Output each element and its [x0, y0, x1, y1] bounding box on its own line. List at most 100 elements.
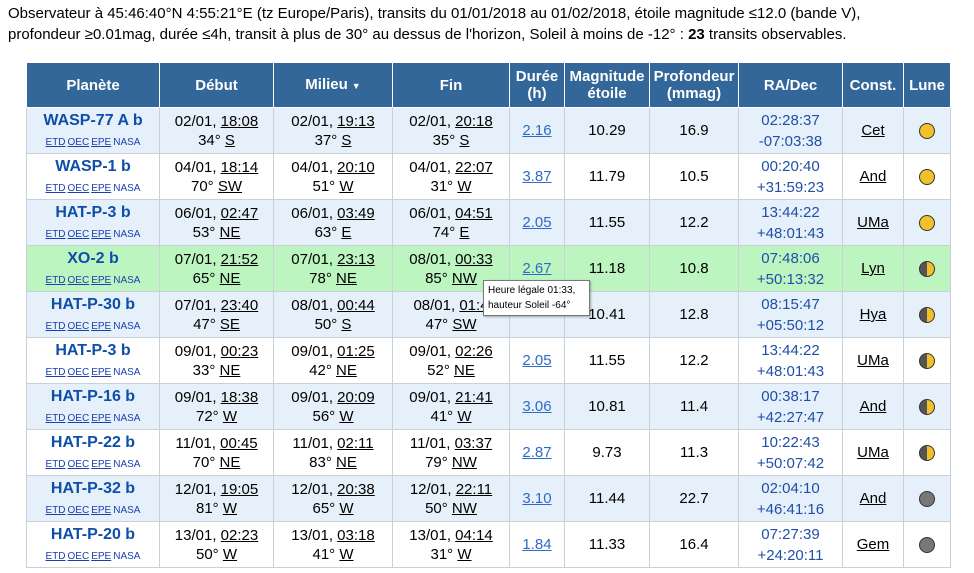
planet-name[interactable]: HAT-P-30 b — [50, 296, 136, 313]
col-start[interactable]: Début — [159, 62, 274, 108]
planet-name[interactable]: HAT-P-22 b — [50, 434, 136, 451]
moon-phase-icon[interactable] — [919, 537, 935, 554]
planet-name[interactable]: HAT-P-32 b — [50, 480, 136, 497]
link-oec[interactable]: OEC — [67, 275, 90, 286]
col-magnitude[interactable]: Magnitude étoile — [564, 62, 650, 108]
constellation-link[interactable]: Hya — [859, 306, 887, 323]
start-azimuth[interactable]: W — [222, 499, 238, 517]
duration-link[interactable]: 3.06 — [522, 398, 552, 415]
end-azimuth[interactable]: SW — [452, 315, 477, 333]
link-epe[interactable]: EPE — [91, 367, 112, 378]
link-nasa[interactable]: NASA — [113, 183, 141, 194]
link-nasa[interactable]: NASA — [113, 229, 141, 240]
link-oec[interactable]: OEC — [67, 459, 90, 470]
link-oec[interactable]: OEC — [67, 321, 90, 332]
constellation-link[interactable]: And — [859, 168, 887, 185]
link-oec[interactable]: OEC — [67, 551, 90, 562]
moon-phase-icon[interactable] — [919, 491, 935, 508]
link-etd[interactable]: ETD — [45, 275, 66, 286]
link-nasa[interactable]: NASA — [113, 275, 141, 286]
link-etd[interactable]: ETD — [45, 229, 66, 240]
link-epe[interactable]: EPE — [91, 551, 112, 562]
start-azimuth[interactable]: W — [222, 407, 238, 425]
link-etd[interactable]: ETD — [45, 183, 66, 194]
moon-phase-icon[interactable] — [919, 399, 935, 416]
end-time[interactable]: 03:37 — [454, 434, 493, 452]
moon-phase-icon[interactable] — [919, 169, 935, 186]
start-time[interactable]: 18:38 — [220, 388, 259, 406]
duration-link[interactable]: 2.05 — [522, 352, 552, 369]
duration-link[interactable]: 2.16 — [522, 122, 552, 139]
link-oec[interactable]: OEC — [67, 137, 90, 148]
mid-time[interactable]: 02:11 — [337, 434, 374, 452]
start-azimuth[interactable]: NE — [219, 453, 241, 471]
duration-link[interactable]: 2.05 — [522, 214, 552, 231]
start-time[interactable]: 02:23 — [220, 526, 259, 544]
mid-azimuth[interactable]: W — [339, 407, 354, 425]
link-epe[interactable]: EPE — [91, 321, 112, 332]
link-etd[interactable]: ETD — [45, 321, 66, 332]
col-planet[interactable]: Planète — [26, 62, 160, 108]
link-nasa[interactable]: NASA — [113, 505, 141, 516]
end-azimuth[interactable]: NW — [451, 269, 477, 287]
planet-name[interactable]: HAT-P-20 b — [50, 526, 136, 543]
link-etd[interactable]: ETD — [45, 551, 66, 562]
constellation-link[interactable]: And — [859, 398, 887, 415]
end-time[interactable]: 01:4 — [459, 296, 489, 314]
end-azimuth[interactable]: E — [459, 223, 470, 241]
mid-time[interactable]: 03:18 — [337, 526, 375, 544]
mid-time[interactable]: 00:44 — [337, 296, 375, 314]
constellation-link[interactable]: Lyn — [861, 260, 885, 277]
start-time[interactable]: 00:45 — [220, 434, 258, 452]
start-azimuth[interactable]: NE — [219, 361, 241, 379]
mid-azimuth[interactable]: W — [339, 499, 354, 517]
link-oec[interactable]: OEC — [67, 229, 90, 240]
constellation-link[interactable]: Gem — [856, 536, 890, 553]
mid-time[interactable]: 03:49 — [337, 204, 375, 222]
link-nasa[interactable]: NASA — [113, 137, 141, 148]
col-depth[interactable]: Profondeur (mmag) — [649, 62, 739, 108]
link-nasa[interactable]: NASA — [113, 413, 141, 424]
mid-time[interactable]: 20:09 — [337, 388, 375, 406]
link-epe[interactable]: EPE — [91, 413, 112, 424]
constellation-link[interactable]: UMa — [857, 352, 889, 369]
duration-link[interactable]: 2.87 — [522, 444, 552, 461]
link-nasa[interactable]: NASA — [113, 367, 141, 378]
link-oec[interactable]: OEC — [67, 367, 90, 378]
moon-phase-icon[interactable] — [919, 215, 935, 232]
planet-name[interactable]: WASP-1 b — [55, 158, 131, 175]
mid-azimuth[interactable]: S — [341, 315, 352, 333]
moon-phase-icon[interactable] — [919, 307, 935, 324]
link-nasa[interactable]: NASA — [113, 459, 141, 470]
moon-phase-icon[interactable] — [919, 445, 935, 462]
moon-phase-icon[interactable] — [919, 123, 935, 140]
mid-azimuth[interactable]: NE — [336, 269, 357, 287]
duration-link[interactable]: 3.10 — [522, 490, 552, 507]
link-etd[interactable]: ETD — [45, 367, 66, 378]
end-azimuth[interactable]: NW — [451, 499, 477, 517]
end-azimuth[interactable]: W — [457, 407, 472, 425]
start-azimuth[interactable]: SE — [219, 315, 240, 333]
duration-link[interactable]: 3.87 — [522, 168, 552, 185]
duration-link[interactable]: 2.67 — [522, 260, 552, 277]
mid-time[interactable]: 01:25 — [337, 342, 375, 360]
end-azimuth[interactable]: W — [457, 177, 472, 195]
start-time[interactable]: 18:14 — [220, 158, 259, 176]
mid-azimuth[interactable]: W — [339, 545, 354, 563]
col-duration[interactable]: Durée (h) — [509, 62, 565, 108]
link-epe[interactable]: EPE — [91, 275, 112, 286]
planet-name[interactable]: WASP-77 A b — [43, 112, 143, 129]
planet-name[interactable]: HAT-P-3 b — [55, 204, 131, 221]
start-azimuth[interactable]: NE — [219, 223, 241, 241]
link-epe[interactable]: EPE — [91, 137, 112, 148]
mid-azimuth[interactable]: S — [341, 131, 352, 149]
link-oec[interactable]: OEC — [67, 413, 90, 424]
col-moon[interactable]: Lune — [903, 62, 951, 108]
start-time[interactable]: 19:05 — [220, 480, 259, 498]
end-time[interactable]: 22:11 — [455, 480, 493, 498]
mid-time[interactable]: 19:13 — [337, 112, 375, 130]
start-azimuth[interactable]: S — [224, 131, 235, 149]
start-time[interactable]: 18:08 — [220, 112, 259, 130]
end-time[interactable]: 00:33 — [455, 250, 493, 268]
constellation-link[interactable]: And — [859, 490, 887, 507]
